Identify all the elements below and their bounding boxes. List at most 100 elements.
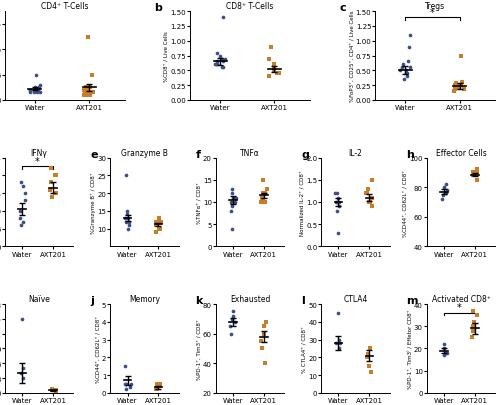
Point [473,167,481,173]
Point [332,340,340,347]
Point [469,173,477,179]
Point [155,215,163,222]
Point [451,85,459,91]
Point [30,87,38,94]
Point [270,68,278,75]
Point [19,365,27,371]
Title: IL-2: IL-2 [348,149,362,158]
Point [334,230,342,237]
Point [442,181,450,188]
Title: Granzyme B: Granzyme B [121,149,168,158]
Point [229,195,237,201]
Text: k: k [196,296,203,305]
Point [122,381,130,387]
Point [36,82,44,89]
Point [270,62,278,68]
Point [46,187,54,193]
Point [262,186,270,192]
Title: Activated CD8⁺: Activated CD8⁺ [432,294,490,303]
Point [122,363,130,369]
Point [156,226,164,232]
Text: g: g [301,149,309,159]
Point [34,87,42,94]
Point [442,188,450,194]
Point [19,183,27,190]
Point [156,226,164,232]
Point [124,226,132,232]
Point [368,195,376,201]
Point [52,387,60,394]
Point [30,88,38,95]
Point [52,190,60,197]
Point [154,386,162,392]
Point [84,90,92,96]
Title: Naïve: Naïve [28,294,50,303]
Point [21,190,29,197]
Point [334,310,342,316]
Point [400,77,408,83]
Text: m: m [406,296,418,305]
Title: Effector Cells: Effector Cells [436,149,486,158]
Title: CD4⁺ T-Cells: CD4⁺ T-Cells [41,2,88,11]
Y-axis label: %PD-1⁺, Tim3⁾ / Effetor CD8⁺: %PD-1⁺, Tim3⁾ / Effetor CD8⁺ [407,309,412,388]
Point [230,309,237,315]
Point [152,229,160,236]
Title: CTLA4: CTLA4 [344,294,367,303]
Point [31,88,39,95]
Point [368,195,376,201]
Point [123,212,131,218]
Point [469,170,477,176]
Point [19,375,27,382]
Point [26,90,34,96]
Point [398,65,406,71]
Point [334,195,342,201]
Point [332,190,340,197]
Point [126,381,134,387]
Point [219,65,227,71]
Point [399,62,407,68]
Text: f: f [196,149,200,159]
Point [440,352,448,358]
Point [261,360,269,367]
Title: TNFα: TNFα [240,149,260,158]
Title: Memory: Memory [129,294,160,303]
Point [265,74,273,80]
Point [152,222,160,229]
Y-axis label: %CD44⁺, CD62L⁺ / CD8⁺: %CD44⁺, CD62L⁺ / CD8⁺ [96,315,100,382]
Title: IFNγ: IFNγ [30,149,48,158]
Point [366,199,374,206]
Point [451,87,459,93]
Point [260,330,268,337]
Point [364,190,372,197]
Point [270,68,278,75]
Point [468,308,476,314]
Point [153,384,161,391]
Point [218,56,226,63]
Title: Exhausted: Exhausted [230,294,270,303]
Point [228,186,236,192]
Point [52,190,60,197]
Point [440,350,448,356]
Point [261,190,269,197]
Point [83,90,91,96]
Point [451,83,459,89]
Point [364,351,372,357]
Point [442,350,450,356]
Point [123,208,131,215]
Point [87,90,95,96]
Point [257,199,265,206]
Y-axis label: %CD8⁺ / Live Cells: %CD8⁺ / Live Cells [164,31,169,82]
Text: l: l [301,296,305,305]
Point [460,87,468,93]
Point [152,219,160,225]
Point [228,313,236,320]
Point [458,53,466,60]
Point [16,215,24,222]
Point [32,86,40,93]
Point [275,71,283,77]
Point [368,177,376,183]
Point [35,85,43,91]
Point [219,59,227,66]
Point [30,90,38,96]
Text: h: h [406,149,414,159]
